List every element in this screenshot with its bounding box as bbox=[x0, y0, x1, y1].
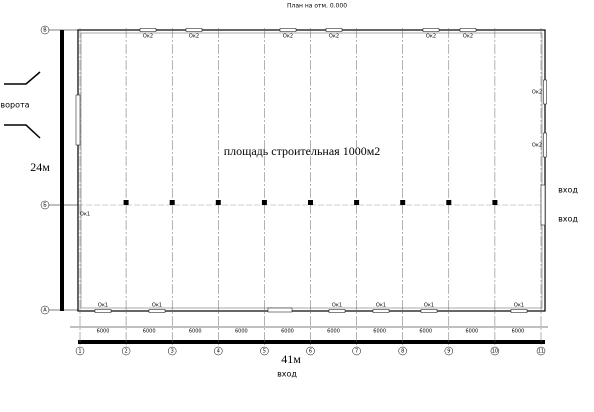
axis-label: А bbox=[43, 308, 47, 314]
dimension-label: 6000 bbox=[419, 329, 432, 335]
axis-label: 5 bbox=[263, 349, 266, 355]
gate-label: ворота bbox=[0, 101, 29, 110]
column bbox=[261, 200, 267, 205]
column bbox=[215, 200, 221, 205]
window-label: Ок1 bbox=[514, 303, 524, 309]
gate-bracket bbox=[4, 71, 41, 85]
dimension-label: 6000 bbox=[143, 329, 156, 335]
axis-marker bbox=[167, 346, 177, 356]
window bbox=[459, 28, 477, 32]
window-label: Ок1 bbox=[424, 303, 434, 309]
window-label: Ок2 bbox=[189, 34, 199, 40]
axis-marker bbox=[536, 346, 546, 356]
entrance-label: вход bbox=[277, 370, 297, 379]
window bbox=[325, 28, 343, 32]
axis-label: 4 bbox=[217, 349, 220, 355]
axis-marker bbox=[260, 346, 269, 356]
axis-label: 6 bbox=[309, 349, 312, 355]
height-label: 24м bbox=[30, 160, 50, 174]
axis-marker bbox=[75, 346, 85, 356]
window bbox=[543, 79, 547, 105]
axis-label: 3 bbox=[171, 349, 174, 355]
dimension-label: 6000 bbox=[281, 329, 294, 335]
axis-label: 9 bbox=[447, 349, 450, 355]
window bbox=[279, 28, 297, 32]
plan-title: План на отм. 0.000 bbox=[287, 3, 347, 10]
dimension-label: 6000 bbox=[512, 329, 525, 335]
axis-marker bbox=[306, 346, 315, 356]
column bbox=[446, 200, 452, 205]
axis-label: 8 bbox=[401, 349, 404, 355]
window bbox=[139, 28, 157, 32]
dimension-label: 6000 bbox=[189, 329, 202, 335]
dimension-label: 6000 bbox=[235, 329, 248, 335]
window bbox=[420, 309, 438, 313]
door bbox=[540, 184, 546, 226]
window bbox=[148, 309, 166, 313]
window bbox=[543, 132, 547, 158]
window bbox=[510, 309, 528, 313]
door bbox=[267, 307, 293, 313]
door bbox=[75, 94, 81, 146]
window-label: Ок2 bbox=[532, 90, 542, 96]
axis-label: Б bbox=[43, 203, 47, 209]
axis-marker bbox=[352, 346, 361, 356]
axis-label: 10 bbox=[492, 349, 498, 355]
axis-label: В bbox=[43, 28, 47, 34]
window bbox=[328, 309, 346, 313]
axis-marker bbox=[444, 346, 454, 356]
inner-wall bbox=[80, 32, 543, 309]
column bbox=[354, 200, 360, 205]
axis-label: 11 bbox=[538, 349, 544, 355]
gate-bracket bbox=[4, 124, 41, 139]
dimension-label: 6000 bbox=[327, 329, 340, 335]
width-label: 41м bbox=[281, 352, 301, 366]
window-label: Ок2 bbox=[426, 34, 436, 40]
window bbox=[422, 28, 440, 32]
window-label: Ок2 bbox=[283, 34, 293, 40]
window-label: Ок1 bbox=[80, 212, 90, 218]
column bbox=[492, 200, 498, 205]
column bbox=[169, 200, 175, 205]
window-label: Ок2 bbox=[532, 143, 542, 149]
axis-marker bbox=[121, 346, 131, 356]
dimension-label: 6000 bbox=[373, 329, 386, 335]
axis-marker bbox=[490, 346, 500, 356]
column bbox=[400, 200, 406, 205]
column bbox=[308, 200, 313, 205]
entrance-label: вход bbox=[558, 215, 578, 224]
axis-label: 7 bbox=[355, 349, 358, 355]
dimension-label: 6000 bbox=[97, 329, 110, 335]
axis-marker bbox=[214, 346, 223, 356]
axis-marker bbox=[398, 346, 407, 356]
axis-label: 2 bbox=[125, 349, 128, 355]
area-label: площадь строительная 1000м2 bbox=[224, 144, 381, 158]
dimension-label: 6000 bbox=[465, 329, 478, 335]
window-label: Ок2 bbox=[329, 34, 339, 40]
window-label: Ок1 bbox=[98, 303, 108, 309]
window bbox=[185, 28, 203, 32]
window bbox=[94, 309, 112, 313]
column bbox=[123, 200, 129, 205]
window-label: Ок1 bbox=[332, 303, 342, 309]
axis-label: 1 bbox=[78, 349, 81, 355]
window-label: Ок1 bbox=[376, 303, 386, 309]
building-outline bbox=[77, 29, 546, 312]
entrance-label: вход bbox=[558, 186, 578, 195]
window-label: Ок2 bbox=[463, 34, 473, 40]
window-label: Ок1 bbox=[152, 303, 162, 309]
window-label: Ок2 bbox=[143, 34, 153, 40]
window bbox=[372, 309, 390, 313]
